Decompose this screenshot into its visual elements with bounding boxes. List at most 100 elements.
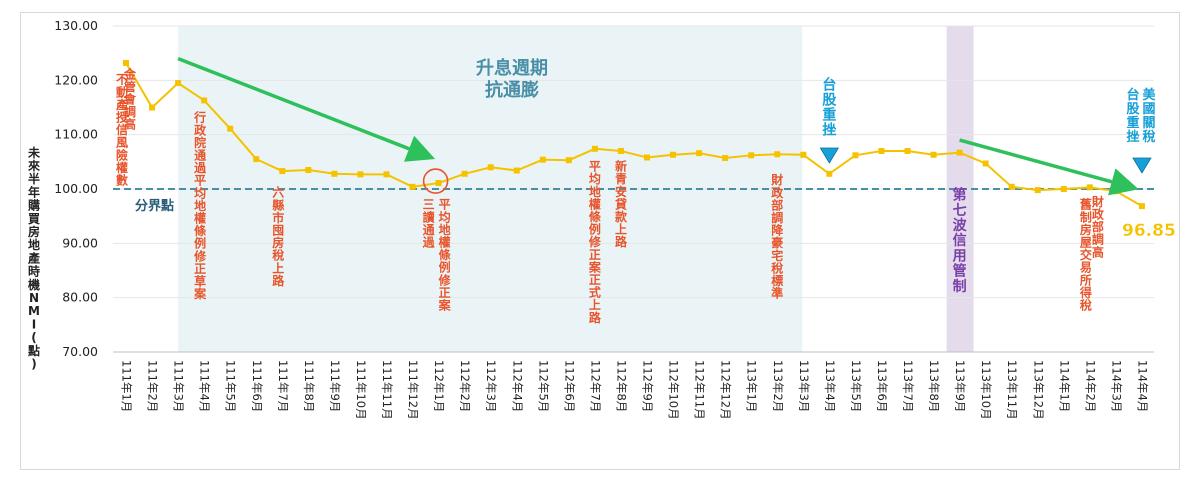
data-point — [201, 97, 208, 104]
x-tick-text: 111年10月 — [354, 360, 368, 420]
credit-control-label-char: 制 — [953, 278, 967, 295]
event-annotation-char: 得 — [1079, 285, 1092, 300]
x-tick-text: 112年5月 — [536, 360, 550, 412]
y-axis-title-char: M — [28, 304, 40, 318]
event-annotation-char: 條 — [194, 223, 207, 238]
x-tick-text: 113年3月 — [797, 360, 811, 412]
event-annotation-char: 稅 — [272, 248, 284, 263]
event-annotation-char: 通 — [194, 148, 206, 163]
x-tick-label: 113年8月 — [927, 360, 941, 412]
y-tick-label: 90.00 — [62, 235, 98, 250]
band-label-line2: 抗通膨 — [485, 79, 539, 101]
event-annotation-char: 通 — [423, 222, 435, 237]
event-annotation-char: 上 — [272, 260, 284, 275]
x-tick-text: 113年12月 — [1031, 360, 1045, 420]
event-annotation-char: 草 — [194, 274, 206, 289]
credit-control-label-char: 七 — [953, 203, 967, 219]
x-tick-label: 113年1月 — [745, 360, 759, 412]
event-annotation-char: 險 — [116, 147, 128, 162]
credit-control-label-char: 第 — [953, 187, 967, 204]
baseline-label: 分界點 — [135, 198, 174, 214]
event-annotation-char: 數 — [116, 172, 128, 187]
x-tick-text: 111年8月 — [302, 360, 316, 412]
event-annotation-char: 案 — [438, 297, 452, 312]
event-annotation-char: 豪 — [771, 235, 783, 250]
event-annotation-char: 準 — [771, 286, 783, 301]
event-annotation-char: 屋 — [1080, 235, 1092, 249]
x-tick-label: 112年9月 — [641, 360, 655, 412]
x-tick-text: 114年2月 — [1083, 360, 1097, 412]
x-tick-text: 112年9月 — [641, 360, 655, 412]
x-tick-text: 111年9月 — [328, 360, 342, 412]
x-tick-text: 111年12月 — [406, 360, 420, 420]
data-point — [904, 147, 911, 154]
event-annotation-char: 地 — [439, 222, 451, 237]
event-annotation-char: 權 — [439, 234, 451, 249]
x-tick-text: 111年4月 — [198, 360, 212, 412]
event-annotation-char: 財 — [770, 172, 783, 187]
data-point — [696, 150, 703, 157]
event-annotation-char: 易 — [1080, 261, 1092, 275]
x-tick-text: 114年3月 — [1109, 360, 1123, 412]
x-tick-label: 113年4月 — [823, 360, 837, 412]
x-tick-label: 113年2月 — [771, 360, 785, 412]
data-point — [644, 154, 650, 161]
data-point — [253, 156, 260, 163]
y-axis-title-char: 點 — [28, 343, 40, 358]
event-annotation-char: 修 — [588, 234, 602, 249]
x-tick-label: 112年1月 — [432, 360, 446, 412]
x-tick-label: 113年9月 — [953, 360, 967, 412]
y-axis-title-char: 機 — [28, 277, 40, 292]
x-tick-text: 113年5月 — [849, 360, 863, 412]
event-annotation-char: 平 — [439, 198, 451, 212]
event-annotation-char: 款 — [615, 209, 628, 224]
event-annotation-char: 政 — [194, 122, 207, 137]
event-annotation-char: 信 — [116, 122, 128, 137]
event-annotation-char: 修 — [438, 272, 452, 287]
event-annotation-char: 所 — [1080, 272, 1092, 287]
y-axis-title-char: ) — [31, 357, 36, 371]
event-annotation-char: 例 — [194, 236, 206, 251]
y-tick-label: 130.00 — [54, 18, 98, 33]
x-tick-label: 112年7月 — [588, 360, 602, 412]
x-tick-label: 112年6月 — [562, 360, 576, 412]
x-tick-label: 111年7月 — [276, 360, 290, 412]
x-tick-text: 112年2月 — [458, 360, 472, 412]
data-point — [279, 168, 286, 175]
event-annotation-char: 財 — [1091, 194, 1104, 209]
y-axis-title-char: 地 — [28, 237, 40, 252]
event-annotation-char: 行 — [193, 110, 206, 125]
event-annotation-char: 管 — [124, 79, 136, 94]
data-point — [1086, 184, 1093, 191]
event-annotation-char: 產 — [115, 97, 128, 112]
x-tick-text: 114年4月 — [1135, 360, 1149, 412]
x-tick-label: 114年3月 — [1109, 360, 1123, 412]
event-annotation-char: 縣 — [272, 197, 284, 212]
marker-label-2-char: 國 — [1142, 102, 1155, 117]
y-tick-label: 80.00 — [62, 290, 98, 305]
data-point — [305, 166, 312, 173]
x-tick-label: 112年4月 — [510, 360, 524, 412]
y-axis-title-char: 半 — [28, 171, 40, 186]
marker-label-char: 股 — [822, 93, 837, 109]
x-tick-text: 113年1月 — [745, 360, 759, 412]
x-tick-text: 112年1月 — [432, 360, 446, 412]
x-tick-text: 111年7月 — [276, 360, 290, 412]
event-annotation-char: 安 — [615, 184, 627, 199]
event-annotation-char: 讀 — [423, 209, 435, 224]
event-annotation-char: 金 — [123, 66, 137, 81]
x-tick-text: 111年2月 — [146, 360, 160, 412]
x-tick-label: 114年2月 — [1083, 360, 1097, 412]
data-point — [227, 125, 234, 132]
x-tick-text: 112年10月 — [667, 360, 681, 420]
data-point — [982, 160, 989, 167]
event-annotation-char: 平 — [194, 174, 206, 188]
marker-label-2-char: 關 — [1142, 116, 1155, 131]
event-annotation-char: 六 — [272, 185, 284, 200]
event-annotation-char: 新 — [615, 159, 627, 174]
x-tick-label: 111年10月 — [354, 360, 368, 420]
event-annotation-char: 路 — [589, 310, 602, 325]
